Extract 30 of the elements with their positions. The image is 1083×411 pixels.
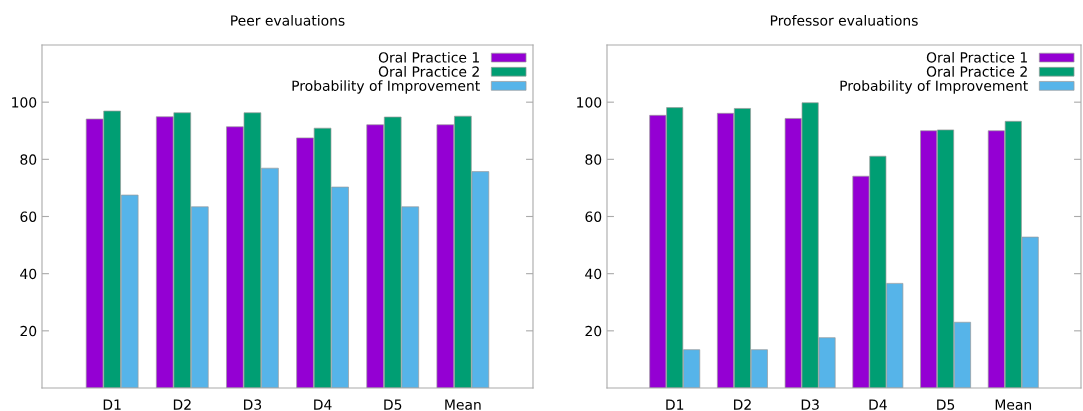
x-tick-label: Mean	[995, 399, 1032, 410]
legend-label: Oral Practice 2	[926, 66, 1027, 77]
x-tick-label: D5	[384, 399, 402, 410]
legend-label: Probability of Improvement	[292, 80, 480, 94]
y-tick-label: 20	[20, 325, 37, 337]
x-tick-label: D4	[869, 399, 887, 410]
legend-label: Oral Practice 1	[926, 51, 1027, 63]
x-tick-label: D3	[801, 399, 819, 410]
y-tick-label: 80	[20, 154, 37, 165]
y-tick-label: 60	[585, 211, 602, 222]
legend-label: Probability of Improvement	[840, 80, 1028, 94]
y-tick-label: 40	[20, 268, 37, 280]
x-tick-label: D2	[173, 399, 191, 410]
x-tick-label: D3	[244, 399, 262, 410]
x-tick-label: D2	[734, 399, 751, 410]
legend-label: Oral Practice 1	[378, 51, 479, 63]
x-tick-label: D1	[666, 399, 684, 410]
x-tick-label: Mean	[445, 399, 481, 410]
legend-label: Oral Practice 2	[378, 66, 479, 77]
chart-title: Professor evaluations	[770, 15, 918, 26]
y-tick-label: 100	[12, 97, 37, 108]
chart-title: Peer evaluations	[231, 15, 345, 26]
x-tick-label: D1	[103, 399, 121, 410]
x-tick-label: D5	[937, 399, 955, 410]
y-tick-label: 100	[577, 97, 602, 108]
y-tick-label: 40	[585, 268, 602, 280]
y-tick-label: 80	[585, 154, 602, 165]
y-tick-label: 60	[20, 211, 37, 222]
y-tick-label: 20	[585, 325, 602, 337]
x-tick-label: D4	[314, 399, 332, 410]
